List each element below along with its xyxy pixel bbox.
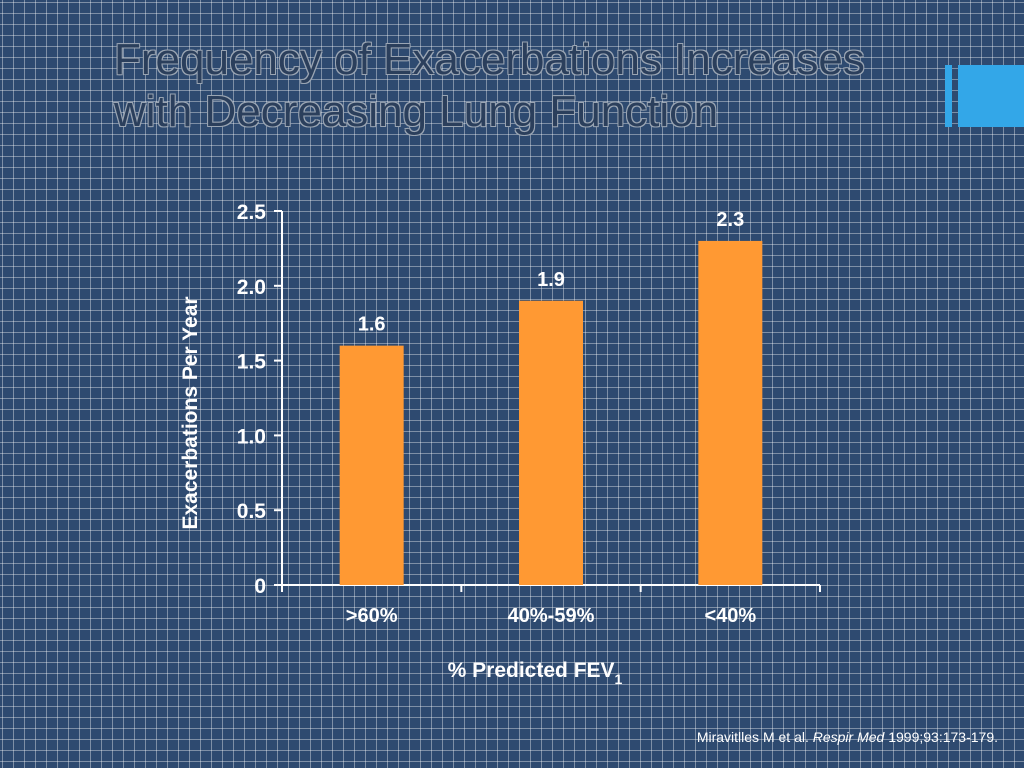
- chart-labels: 0 0.5 1.0 1.5 2.0 2.5 1.6 >60% 1.9 40%-59% 2.3 <40%: [237, 201, 757, 627]
- chart-bars: [339, 240, 763, 586]
- y-tick-label: 0.5: [237, 500, 267, 523]
- data-label: 1.6: [358, 314, 386, 336]
- citation-journal: Respir Med: [812, 729, 885, 745]
- data-label: 2.3: [716, 209, 744, 231]
- x-category-label: >60%: [346, 605, 398, 627]
- accent-block: [958, 65, 1024, 127]
- y-tick-label: 2.0: [237, 276, 266, 299]
- bar: [698, 240, 763, 586]
- x-axis-title: % Predicted FEV1: [448, 659, 623, 687]
- citation: Miravitlles M et al. Respir Med 1999;93:…: [697, 729, 998, 745]
- citation-details: 1999;93:173-179.: [888, 729, 998, 745]
- slide-title-line-1: Frequency of Exacerbations Increases: [114, 35, 865, 84]
- data-label: 1.9: [537, 269, 565, 291]
- x-category-label: 40%-59%: [508, 605, 595, 627]
- slide-title: Frequency of Exacerbations Increases wit…: [114, 34, 914, 138]
- bar: [339, 345, 404, 585]
- y-axis-title: Exacerbations Per Year: [179, 296, 202, 529]
- slide-title-line-2: with Decreasing Lung Function: [114, 87, 719, 136]
- bar: [519, 300, 583, 585]
- accent-bar: [945, 65, 952, 127]
- x-axis-title-subscript: 1: [615, 671, 623, 687]
- y-tick-label: 1.5: [237, 351, 267, 374]
- y-tick-label: 1.0: [237, 425, 266, 448]
- y-tick-label: 2.5: [237, 201, 267, 224]
- x-category-label: <40%: [704, 605, 756, 627]
- citation-authors: Miravitlles M et al.: [696, 729, 809, 745]
- x-axis-title-main: % Predicted FEV: [448, 659, 615, 682]
- y-tick-label: 0: [254, 575, 266, 598]
